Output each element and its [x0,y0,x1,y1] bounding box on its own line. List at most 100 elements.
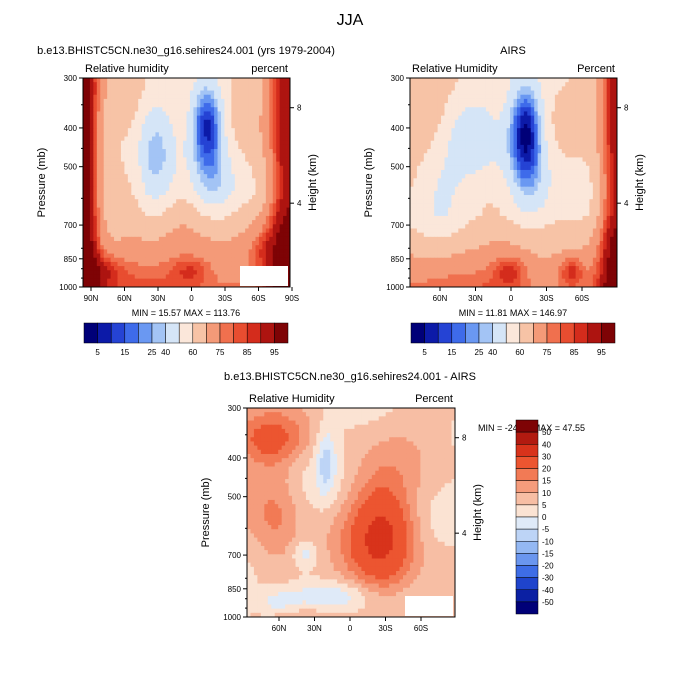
panel-model-cell [96,186,101,192]
panel-model-cell [252,115,256,121]
panel-model-cell [252,199,256,204]
panel-model-cell [179,278,184,284]
panel-model-cell [138,165,143,171]
panel-obs-cell [513,144,518,150]
panel-model-cell [214,274,218,280]
panel-model-cell [255,178,260,183]
panel-model-cell [276,174,281,179]
panel-obs-cell [537,119,542,125]
panel-obs-cell [423,78,428,83]
panel-model-cell [214,157,218,162]
panel-obs-cell [568,207,573,213]
panel-model-cell [255,98,260,104]
panel-model-cell [176,186,180,192]
panel-model-cell [93,245,98,250]
panel-model-cell [165,94,170,100]
panel-model-cell [131,266,136,271]
panel-model-cell [131,119,136,125]
panel-model-cell [210,144,215,150]
panel-model-cell [241,245,246,250]
panel-model-cell [283,224,287,229]
panel-obs-cell [492,178,497,183]
panel-model-cell [127,103,132,108]
panel-obs-cell [444,157,449,162]
panel-model-cell [248,90,253,96]
panel-obs-cell [527,178,532,183]
panel-obs-cell [527,174,532,179]
panel-obs-cell [530,169,535,175]
panel-model-cell [186,94,191,100]
panel-obs-cell [413,78,418,83]
panel-model-cell [276,128,281,133]
panel-model-cell [117,274,122,280]
panel-obs-cell [510,195,514,200]
panel-obs-cell [582,174,587,179]
panel-obs-cell [503,123,507,129]
panel-model-cell [227,241,232,246]
panel-model-cell [252,190,256,196]
panel-obs-cell [479,211,483,217]
panel-model-cell [93,241,98,246]
panel-model-cell [176,128,180,133]
panel-obs-cell [437,190,442,196]
panel-model-cell [141,169,146,175]
panel-model-cell [127,278,132,284]
panel-model-cell [138,144,143,150]
panel-obs-cell [485,153,490,158]
panel-model-cell [224,140,229,146]
panel-obs-cell [565,174,570,179]
panel-obs-cell [458,123,463,129]
panel-model-cell [193,86,198,91]
panel-model-cell [196,169,201,175]
panel-obs-cell [554,103,559,108]
panel-model-cell [89,203,94,208]
panel-model-cell [248,215,253,221]
panel-model-cell [265,169,270,175]
panel-model-cell [141,245,146,250]
panel-model-cell [155,140,160,146]
panel-obs-cell [444,190,449,196]
panel-model-cell [124,132,129,137]
panel-obs-cell [541,90,545,96]
panel-model-cell [234,132,239,137]
panel-model-cell [100,261,105,267]
panel-model-cell [89,282,94,288]
panel-obs-cell [575,153,580,158]
panel-model-cell [214,136,218,142]
panel-obs-cell [434,144,438,150]
panel-obs-cell [558,199,563,204]
panel-obs-cell [447,90,452,96]
panel-model-cell [221,249,225,254]
panel-model-cell [138,207,143,213]
panel-obs-cell [454,94,459,100]
panel-model-cell [221,224,225,229]
panel-obs-cell [520,94,525,100]
panel-model-cell [217,228,222,234]
panel-model-cell [238,199,243,204]
panel-model-cell [189,253,194,259]
panel-model-cell [283,178,287,183]
panel-obs-cell [592,132,597,137]
panel-obs-cell [465,174,470,179]
panel-model-cell [283,190,287,196]
panel-model-cell [258,94,263,100]
panel-model-cell [152,98,156,104]
panel-model-cell [231,98,236,104]
panel-model-cell [224,123,229,129]
panel-model-cell [165,228,170,234]
panel-model-cell [189,174,194,179]
panel-obs-cell [447,103,452,108]
panel-model-cell [86,90,91,96]
panel-model-cell [152,261,156,267]
panel-obs-cell [585,207,590,213]
panel-obs-cell [534,78,539,83]
panel-model-cell [155,144,160,150]
panel-model-cell [86,174,91,179]
panel-model-cell [245,82,249,87]
panel-model-cell [217,249,222,254]
panel-obs-cell [410,203,414,208]
panel-obs-cell [499,136,504,142]
panel-model-cell [248,261,253,267]
panel-obs-cell [427,153,432,158]
panel-model-cell [196,249,201,254]
